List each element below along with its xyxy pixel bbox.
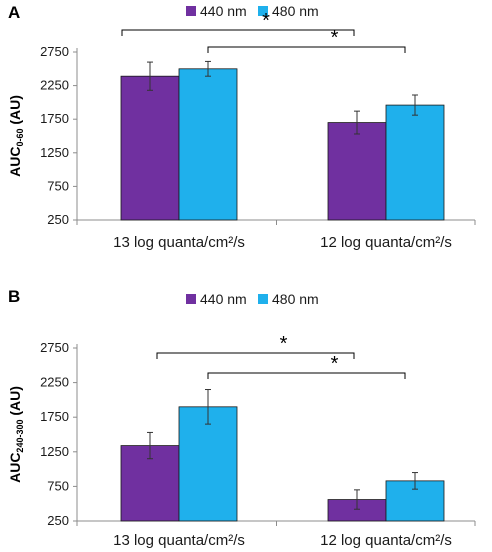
y-tick-label: 2750: [40, 44, 69, 59]
y-tick-label: 2750: [40, 340, 69, 355]
y-axis-title: AUC240-300 (AU): [7, 386, 25, 483]
bar: [327, 122, 387, 221]
y-tick-label: 250: [47, 513, 69, 528]
category-label: 12 log quanta/cm²/s: [320, 532, 452, 549]
legend-label: 440 nm: [200, 291, 247, 307]
y-tick-label: 1250: [40, 145, 69, 160]
y-tick-label: 750: [47, 478, 69, 493]
y-tick-label: 1250: [40, 444, 69, 459]
y-tick-label: 1750: [40, 111, 69, 126]
category-label: 13 log quanta/cm²/s: [113, 532, 245, 549]
legend-label: 480 nm: [272, 3, 319, 19]
y-tick-label: 750: [47, 178, 69, 193]
significance-star: *: [331, 27, 339, 49]
bar: [120, 75, 180, 221]
y-tick-label: 250: [47, 212, 69, 227]
y-axis-title-unit: (AU): [7, 95, 23, 128]
y-axis-title-unit: (AU): [7, 386, 23, 419]
legend-swatch: [186, 294, 196, 304]
y-axis-title-subscript: 0-60: [15, 129, 25, 147]
significance-star: *: [262, 10, 270, 32]
bar: [385, 104, 445, 221]
panel-label: A: [8, 3, 20, 22]
category-label: 13 log quanta/cm²/s: [113, 234, 245, 251]
legend-swatch: [258, 294, 268, 304]
significance-bracket: [207, 372, 406, 379]
panel-label: B: [8, 287, 20, 306]
category-label: 12 log quanta/cm²/s: [320, 234, 452, 251]
y-tick-label: 2250: [40, 375, 69, 390]
legend-label: 480 nm: [272, 291, 319, 307]
y-axis-title-subscript: 240-300: [15, 420, 25, 453]
significance-star: *: [331, 353, 339, 375]
significance-star: *: [280, 333, 288, 355]
legend-swatch: [186, 6, 196, 16]
y-tick-label: 1750: [40, 409, 69, 424]
y-axis-title: AUC0-60 (AU): [7, 95, 25, 177]
significance-bracket: [156, 352, 355, 359]
bar: [178, 406, 238, 522]
y-axis-title-main: AUC: [7, 453, 23, 483]
bar: [178, 68, 238, 221]
legend-swatch: [258, 6, 268, 16]
significance-bracket: [121, 29, 355, 36]
y-axis-title-main: AUC: [7, 147, 23, 177]
legend-label: 440 nm: [200, 3, 247, 19]
significance-bracket: [207, 46, 406, 53]
chart-panel-b: B AUC240-300 (AU) 250 750 1250 1750 2250 2750 13…: [7, 287, 476, 549]
y-tick-label: 2250: [40, 78, 69, 93]
chart-panel-a: A AUC0-60 (AU) 250 750 1250 1750 2250 2750 13 lo…: [7, 3, 476, 251]
